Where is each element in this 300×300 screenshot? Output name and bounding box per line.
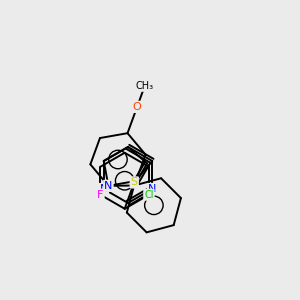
Text: N: N (148, 184, 156, 194)
Text: N: N (100, 184, 108, 194)
Text: O: O (133, 102, 142, 112)
Text: N: N (104, 181, 112, 191)
Text: CH₃: CH₃ (136, 81, 154, 91)
Text: S: S (131, 177, 138, 188)
Text: Cl: Cl (144, 190, 154, 200)
Text: F: F (97, 190, 103, 200)
